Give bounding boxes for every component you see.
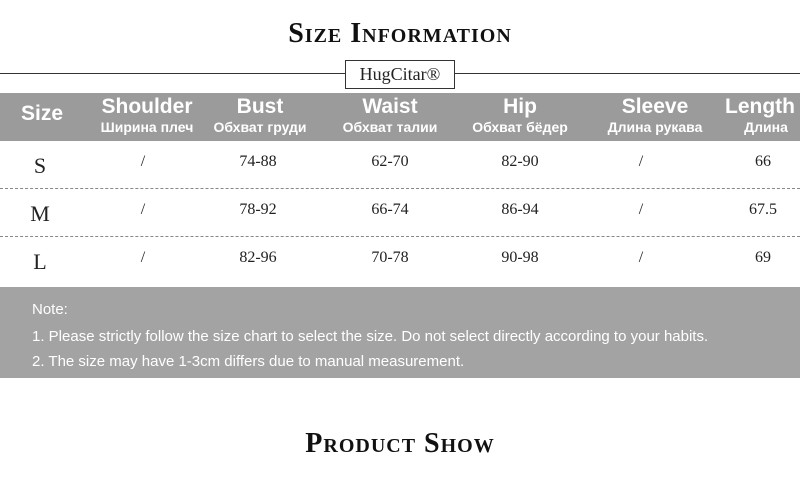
- table-cell: /: [638, 201, 644, 218]
- column-subheader: Обхват талии: [342, 119, 438, 135]
- size-label: M: [30, 201, 50, 226]
- column-subheader: Длина: [744, 119, 788, 135]
- column-subheader: Обхват груди: [213, 119, 307, 135]
- table-cell: 69: [755, 249, 771, 266]
- brand-logo: HugCitar®: [345, 60, 455, 89]
- table-cell: 74-88: [239, 153, 277, 170]
- row-separator: [0, 236, 800, 237]
- column-header: Shoulder: [101, 95, 193, 118]
- column-header: Size: [20, 102, 64, 125]
- table-cell: /: [140, 201, 146, 218]
- table-cell: 78-92: [239, 201, 277, 218]
- table-cell: /: [638, 249, 644, 266]
- column-header: Bust: [236, 95, 284, 118]
- row-separator: [0, 188, 800, 189]
- table-cell: /: [140, 153, 146, 170]
- table-cell: /: [140, 249, 146, 266]
- section-title: Product Show: [305, 428, 495, 459]
- table-cell: 70-78: [371, 249, 409, 266]
- table-cell: 86-94: [501, 201, 539, 218]
- column-header: Waist: [362, 95, 418, 118]
- table-cell: /: [638, 153, 644, 170]
- table-cell: 82-96: [239, 249, 277, 266]
- note-box: Note: 1. Please strictly follow the size…: [0, 287, 800, 378]
- note-heading: Note:: [32, 301, 68, 318]
- size-label: S: [33, 153, 47, 178]
- note-item: 2. The size may have 1-3cm differs due t…: [32, 353, 465, 370]
- column-header: Hip: [503, 95, 537, 118]
- column-header: Sleeve: [621, 95, 689, 118]
- column-header: Length: [725, 95, 795, 118]
- table-cell: 66: [755, 153, 771, 170]
- table-cell: 90-98: [501, 249, 539, 266]
- size-label: L: [33, 249, 47, 274]
- table-cell: 62-70: [371, 153, 409, 170]
- note-item: 1. Please strictly follow the size chart…: [32, 328, 709, 345]
- column-subheader: Ширина плеч: [100, 119, 194, 135]
- table-cell: 67.5: [749, 201, 777, 218]
- section-title: Size Information: [288, 18, 512, 49]
- table-cell: 66-74: [371, 201, 409, 218]
- column-subheader: Длина рукава: [607, 119, 703, 135]
- table-header: [0, 93, 800, 141]
- column-subheader: Обхват бёдер: [472, 119, 568, 135]
- table-cell: 82-90: [501, 153, 539, 170]
